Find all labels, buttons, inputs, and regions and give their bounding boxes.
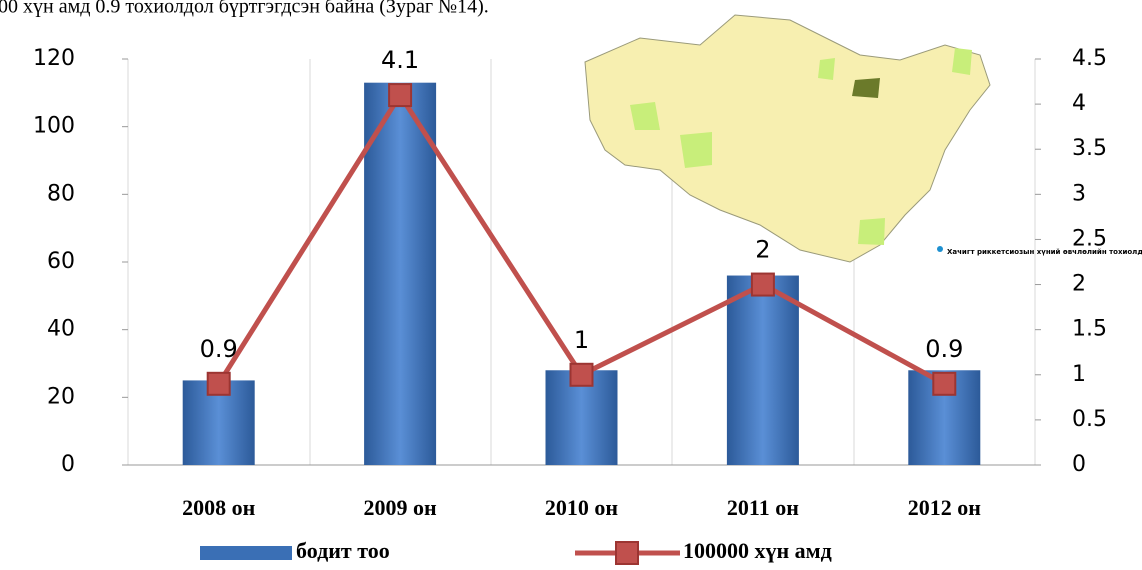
line-marker [750, 272, 775, 297]
data-label: 0.9 [925, 335, 963, 363]
y2-tick-label: 2.5 [1072, 226, 1107, 251]
x-tick-label: 2008 он [182, 495, 256, 520]
x-tick-label: 2012 он [908, 495, 982, 520]
data-label: 2 [755, 236, 770, 264]
y-tick-label: 80 [47, 181, 75, 206]
line-marker [932, 371, 957, 396]
line-marker [206, 371, 231, 396]
legend-label: 100000 хүн амд [683, 538, 832, 563]
y2-tick-label: 3 [1072, 181, 1086, 206]
line-marker [569, 362, 594, 387]
y2-tick-label: 1 [1072, 362, 1086, 387]
x-tick-label: 2009 он [364, 495, 438, 520]
caption: 00 хүн амд 0.9 тохиолдол бүртгэгдсэн бай… [0, 0, 489, 18]
y-tick-label: 120 [33, 46, 75, 71]
y-tick-label: 100 [33, 114, 75, 139]
y2-tick-label: 4 [1072, 91, 1086, 116]
y2-tick-label: 0.5 [1072, 407, 1107, 432]
y-tick-label: 20 [47, 384, 75, 409]
legend-swatch [200, 546, 292, 560]
y2-tick-label: 2 [1072, 272, 1086, 297]
line-marker [388, 83, 413, 108]
map-legend: Хачигт риккетсиозын хүний өвчлөлийн тохи… [947, 248, 1142, 256]
data-label: 1 [574, 326, 589, 354]
y-tick-label: 60 [47, 249, 75, 274]
data-label: 0.9 [200, 335, 238, 363]
y2-tick-label: 4.5 [1072, 46, 1107, 71]
y2-tick-label: 1.5 [1072, 317, 1107, 342]
x-tick-label: 2010 он [545, 495, 619, 520]
map: Хачигт риккетсиозын хүний өвчлөлийн тохи… [584, 14, 1142, 263]
y2-tick-label: 0 [1072, 452, 1086, 477]
y2-tick-label: 3.5 [1072, 136, 1107, 161]
legend-marker [615, 541, 639, 565]
y-tick-label: 40 [47, 317, 75, 342]
y-tick-label: 0 [61, 452, 75, 477]
bar [726, 275, 799, 465]
bar [364, 82, 437, 465]
data-label: 4.1 [381, 46, 419, 74]
legend-label: бодит тоо [296, 538, 390, 563]
x-tick-label: 2011 он [727, 495, 799, 520]
